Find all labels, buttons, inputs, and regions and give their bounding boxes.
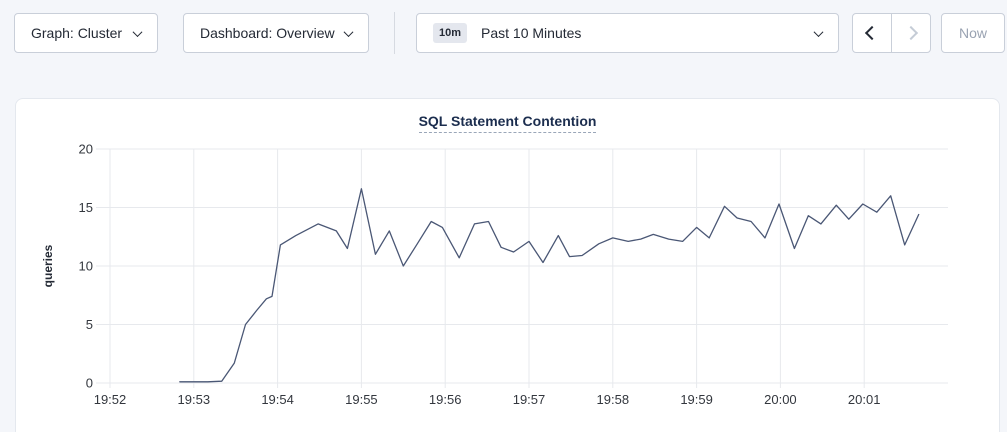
series-line xyxy=(179,188,920,383)
x-axis-tick-label: 20:00 xyxy=(764,392,797,407)
chevron-right-icon xyxy=(903,25,919,41)
x-axis-tick-label: 19:55 xyxy=(345,392,378,407)
y-axis-tick-label: 0 xyxy=(86,376,93,391)
toolbar: Graph: Cluster Dashboard: Overview 10m P… xyxy=(14,12,1007,54)
y-axis-tick-label: 5 xyxy=(86,317,93,332)
chevron-left-icon xyxy=(864,25,880,41)
time-forward-button[interactable] xyxy=(891,14,930,52)
x-axis-tick-label: 19:57 xyxy=(513,392,546,407)
x-axis-tick-label: 19:54 xyxy=(261,392,294,407)
chevron-down-icon xyxy=(813,26,824,37)
x-axis-tick-label: 19:56 xyxy=(429,392,462,407)
x-axis-tick-label: 19:53 xyxy=(178,392,211,407)
time-range-label: Past 10 Minutes xyxy=(481,25,582,41)
dashboard-dropdown-label: Dashboard: Overview xyxy=(200,25,335,41)
chart-card: SQL Statement Contention 0 5 10 15 20 19:52 19… xyxy=(15,98,1000,432)
chevron-down-icon xyxy=(132,26,143,37)
chevron-down-icon xyxy=(343,26,354,37)
time-step-control xyxy=(852,13,931,53)
time-range-badge: 10m xyxy=(433,23,468,43)
y-axis-label: queries xyxy=(41,244,55,287)
x-axis-tick-label: 19:52 xyxy=(94,392,127,407)
time-range-picker[interactable]: 10m Past 10 Minutes xyxy=(416,13,839,53)
now-button-label: Now xyxy=(958,25,987,41)
sql-statement-contention-chart: 0 5 10 15 20 19:52 19:53 19:54 19:55 19:56 19:57 19… xyxy=(41,142,948,407)
time-back-button[interactable] xyxy=(853,14,891,52)
graph-dropdown-label: Graph: Cluster xyxy=(31,25,123,41)
graph-dropdown[interactable]: Graph: Cluster xyxy=(14,13,158,53)
x-axis-tick-label: 20:01 xyxy=(848,392,881,407)
dashboard-dropdown[interactable]: Dashboard: Overview xyxy=(183,13,369,53)
y-axis-tick-label: 15 xyxy=(79,200,93,215)
y-axis-tick-label: 20 xyxy=(79,142,93,157)
y-axis-tick-label: 10 xyxy=(79,259,93,274)
now-button[interactable]: Now xyxy=(941,13,1005,53)
x-axis-tick-label: 19:59 xyxy=(680,392,713,407)
chart-title[interactable]: SQL Statement Contention xyxy=(418,113,597,133)
x-axis-tick-label: 19:58 xyxy=(597,392,630,407)
toolbar-divider xyxy=(394,12,395,54)
